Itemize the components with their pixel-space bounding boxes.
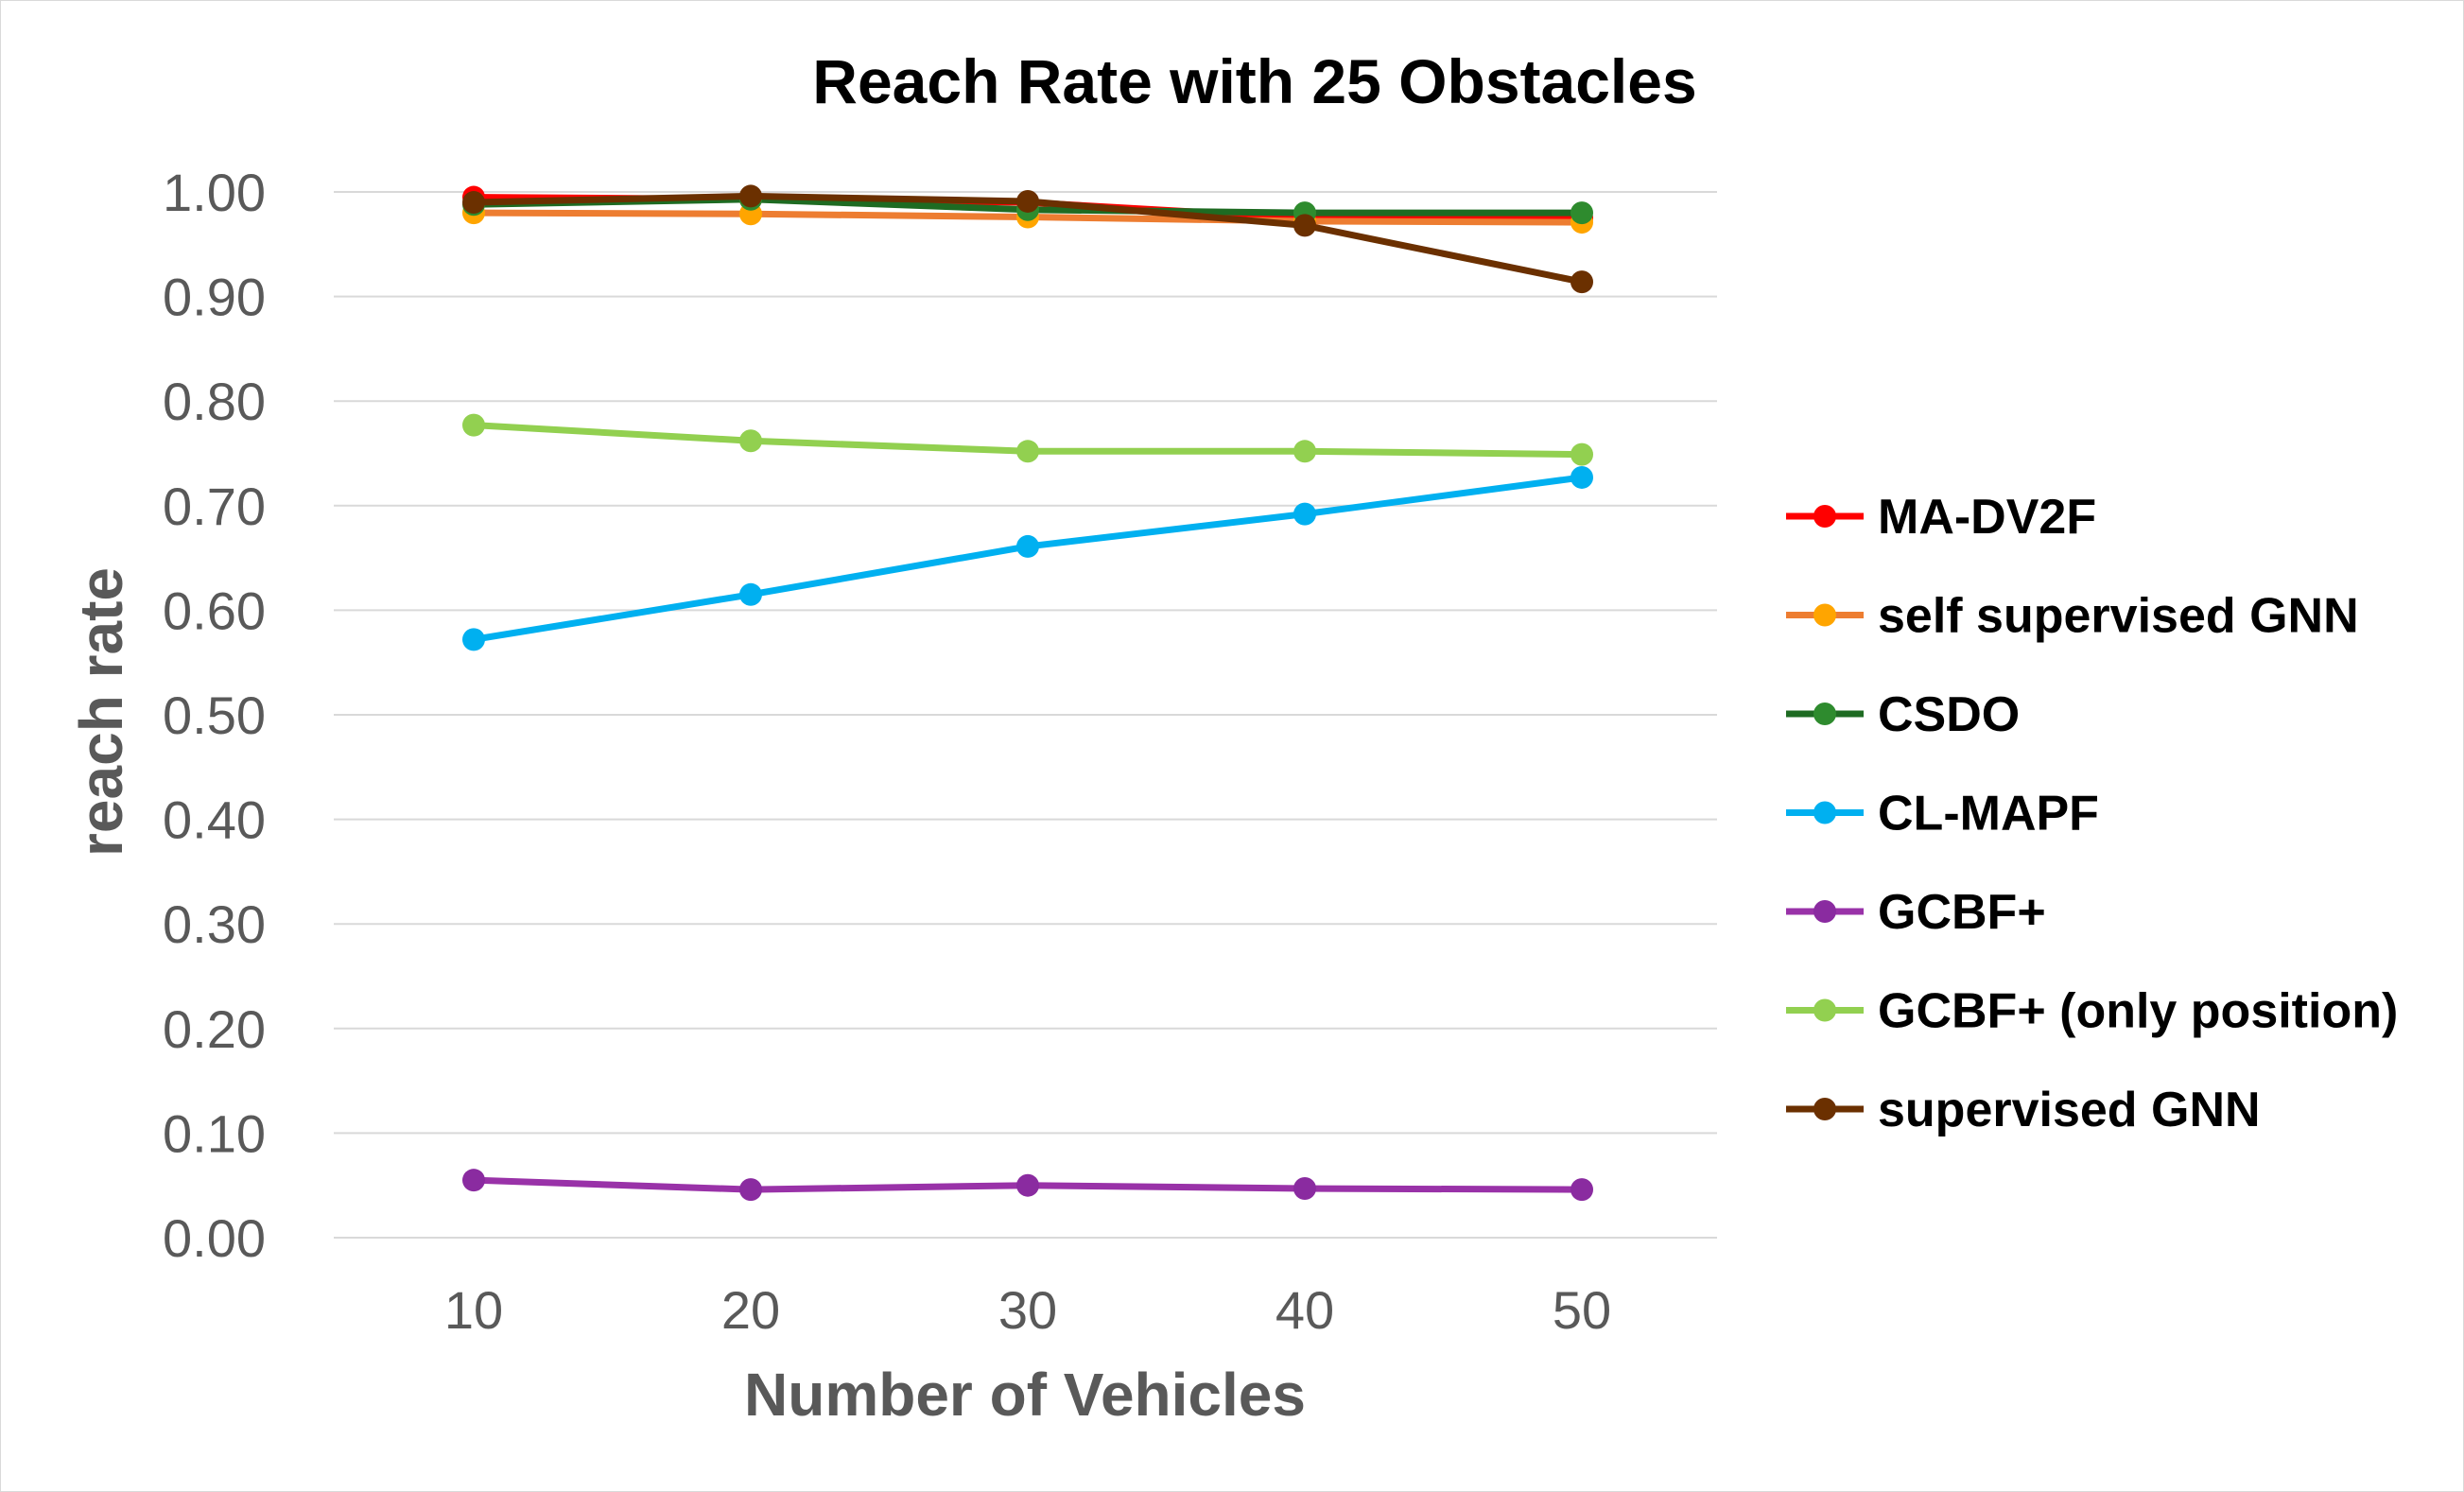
data-point bbox=[1293, 502, 1316, 526]
series-line bbox=[470, 474, 1586, 643]
x-tick-label: 10 bbox=[444, 1280, 503, 1340]
y-axis-ticks: 0.00 0.10 0.20 0.30 0.40 0.50 0.60 0.70 0.80 0.90… bbox=[163, 163, 266, 1268]
x-axis-label: Number of Vehicles bbox=[744, 1361, 1306, 1429]
x-tick-label: 30 bbox=[998, 1280, 1057, 1340]
y-tick-label: 0.30 bbox=[163, 894, 266, 954]
legend-swatch-marker bbox=[1813, 505, 1836, 528]
legend-item: CL-MAPF bbox=[1786, 787, 2099, 841]
y-tick-label: 0.90 bbox=[163, 268, 266, 327]
x-axis-ticks: 10 20 30 40 50 bbox=[444, 1280, 1611, 1340]
legend-swatch-marker bbox=[1813, 801, 1836, 824]
data-point bbox=[1570, 1178, 1593, 1202]
data-point bbox=[462, 1169, 485, 1192]
data-point bbox=[1570, 465, 1593, 489]
y-tick-label: 0.80 bbox=[163, 372, 266, 431]
legend: MA-DV2F self supervised GNN CSDO CL-MAPF GCB… bbox=[1786, 490, 2398, 1137]
chart-title: Reach Rate with 25 Obstacles bbox=[812, 46, 1696, 116]
data-point bbox=[739, 582, 762, 606]
data-point bbox=[1293, 214, 1316, 237]
y-tick-label: 0.00 bbox=[163, 1208, 266, 1268]
data-point bbox=[1570, 201, 1593, 225]
y-tick-label: 0.60 bbox=[163, 581, 266, 640]
x-tick-label: 20 bbox=[721, 1280, 780, 1340]
legend-label: MA-DV2F bbox=[1878, 490, 2096, 545]
legend-swatch-marker bbox=[1813, 900, 1836, 923]
legend-swatch-marker bbox=[1813, 703, 1836, 725]
y-tick-label: 0.70 bbox=[163, 477, 266, 536]
legend-swatch-marker bbox=[1813, 998, 1836, 1022]
legend-item: supervised GNN bbox=[1786, 1083, 2261, 1137]
y-tick-label: 1.00 bbox=[163, 163, 266, 222]
series-lines bbox=[462, 184, 1593, 1202]
data-point bbox=[739, 184, 762, 208]
data-point bbox=[462, 413, 485, 437]
legend-label: CSDO bbox=[1878, 687, 2020, 742]
x-tick-label: 50 bbox=[1553, 1280, 1611, 1340]
legend-swatch-marker bbox=[1813, 1098, 1836, 1120]
data-point bbox=[462, 628, 485, 651]
legend-label: GCBF+ bbox=[1878, 885, 2046, 940]
legend-item: CSDO bbox=[1786, 687, 2020, 742]
legend-item: GCBF+ (only position) bbox=[1786, 984, 2398, 1039]
data-point bbox=[1293, 1177, 1316, 1201]
y-tick-label: 0.20 bbox=[163, 999, 266, 1059]
y-axis-label: reach rate bbox=[67, 567, 135, 857]
legend-swatch-marker bbox=[1813, 603, 1836, 627]
legend-label: CL-MAPF bbox=[1878, 787, 2099, 841]
gridlines bbox=[334, 191, 1717, 1239]
series-6 bbox=[462, 184, 1593, 294]
data-point bbox=[1016, 1173, 1039, 1197]
data-point bbox=[1570, 442, 1593, 466]
data-point bbox=[1016, 189, 1039, 213]
series-3 bbox=[462, 465, 1593, 651]
legend-label: supervised GNN bbox=[1878, 1083, 2261, 1137]
data-point bbox=[1570, 270, 1593, 294]
x-tick-label: 40 bbox=[1275, 1280, 1334, 1340]
y-tick-label: 0.40 bbox=[163, 790, 266, 850]
data-point bbox=[1016, 440, 1039, 463]
data-point bbox=[1293, 440, 1316, 463]
legend-label: self supervised GNN bbox=[1878, 589, 2359, 644]
legend-item: GCBF+ bbox=[1786, 885, 2046, 940]
data-point bbox=[462, 191, 485, 215]
data-point bbox=[739, 1178, 762, 1202]
series-4 bbox=[462, 1169, 1593, 1202]
legend-item: MA-DV2F bbox=[1786, 490, 2096, 545]
series-5 bbox=[462, 413, 1593, 466]
legend-item: self supervised GNN bbox=[1786, 589, 2359, 644]
y-tick-label: 0.10 bbox=[163, 1103, 266, 1163]
y-tick-label: 0.50 bbox=[163, 685, 266, 745]
data-point bbox=[739, 429, 762, 453]
legend-label: GCBF+ (only position) bbox=[1878, 984, 2398, 1039]
data-point bbox=[1016, 534, 1039, 558]
